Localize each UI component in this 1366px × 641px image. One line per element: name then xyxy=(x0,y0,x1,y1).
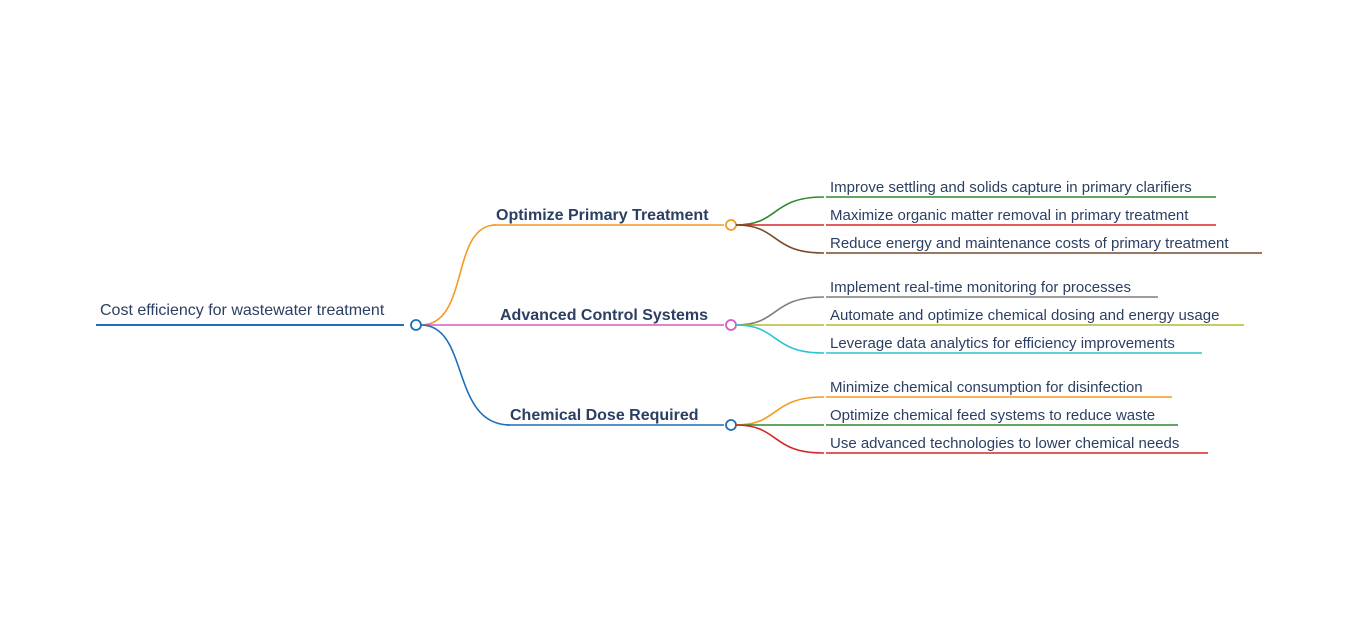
root-label: Cost efficiency for wastewater treatment xyxy=(100,302,385,319)
branch-to-leaf-connector xyxy=(736,197,824,225)
branch-node-circle xyxy=(726,420,736,430)
branch-to-leaf-connector xyxy=(736,325,824,353)
root-to-branch-connector xyxy=(421,325,510,425)
branch-label: Chemical Dose Required xyxy=(510,407,699,424)
branch-node-circle xyxy=(726,320,736,330)
leaf-label: Optimize chemical feed systems to reduce… xyxy=(830,407,1155,424)
branches-group: Optimize Primary Treatment Improve settli… xyxy=(421,179,1262,453)
branch-to-leaf-connector xyxy=(736,225,824,253)
leaf-label: Use advanced technologies to lower chemi… xyxy=(830,435,1179,452)
root-to-branch-connector xyxy=(421,225,496,325)
leaf-label: Leverage data analytics for efficiency i… xyxy=(830,335,1175,352)
branch-to-leaf-connector xyxy=(736,397,824,425)
root-node: Cost efficiency for wastewater treatment xyxy=(96,302,421,330)
root-node-circle xyxy=(411,320,421,330)
branch-to-leaf-connector xyxy=(736,425,824,453)
leaf-label: Implement real-time monitoring for proce… xyxy=(830,279,1131,296)
branch-label: Optimize Primary Treatment xyxy=(496,207,709,224)
branch-label: Advanced Control Systems xyxy=(500,307,708,324)
leaf-label: Maximize organic matter removal in prima… xyxy=(830,207,1189,224)
branch-node-circle xyxy=(726,220,736,230)
leaf-label: Minimize chemical consumption for disinf… xyxy=(830,379,1143,396)
leaf-label: Automate and optimize chemical dosing an… xyxy=(830,307,1219,324)
mindmap-svg: Cost efficiency for wastewater treatment… xyxy=(0,0,1366,641)
branch-to-leaf-connector xyxy=(736,297,824,325)
leaf-label: Reduce energy and maintenance costs of p… xyxy=(830,235,1229,252)
leaf-label: Improve settling and solids capture in p… xyxy=(830,179,1192,196)
